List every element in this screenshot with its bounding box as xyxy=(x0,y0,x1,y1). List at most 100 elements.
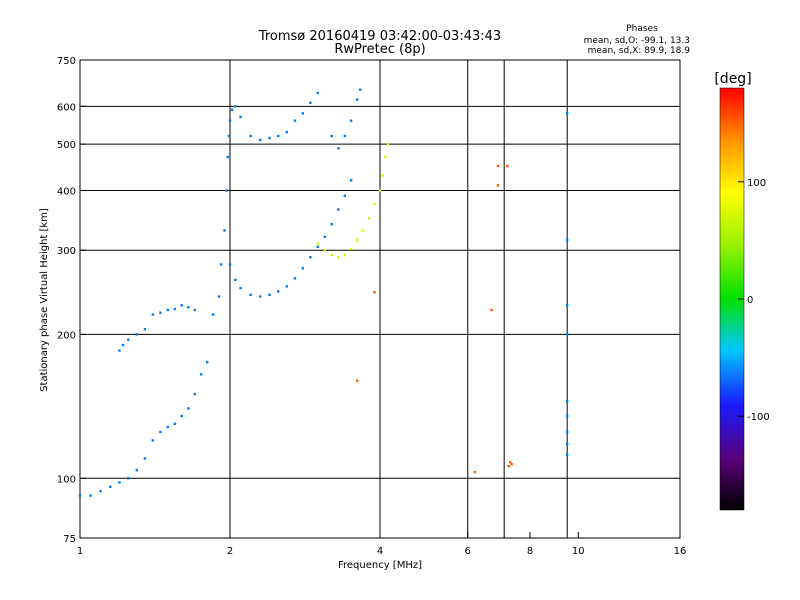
data-point xyxy=(355,379,359,382)
chart-subtitle: RwPretec (8p) xyxy=(334,42,425,57)
y-ticks: 75 100 200 300 400 500 600 750 xyxy=(57,56,86,545)
data-point xyxy=(330,253,333,257)
y-axis-label: Stationary phase Virtual Height [km] xyxy=(39,208,50,392)
y-tick-label: 500 xyxy=(57,140,76,151)
data-point xyxy=(109,485,112,488)
data-point xyxy=(373,291,376,294)
x-tick-label: 8 xyxy=(527,546,533,557)
data-point xyxy=(381,174,384,177)
data-point xyxy=(173,422,177,426)
y-tick-label: 300 xyxy=(57,246,76,257)
data-point xyxy=(565,238,569,242)
data-point xyxy=(565,414,569,418)
y-tick-label: 200 xyxy=(57,330,76,341)
data-point xyxy=(180,304,183,307)
data-point xyxy=(78,494,82,497)
data-point xyxy=(230,108,234,112)
stats-line-o: mean, sd,O: -99.1, 13.3 xyxy=(584,36,690,46)
data-point xyxy=(89,494,92,497)
data-points xyxy=(78,88,569,497)
y-tick-label: 100 xyxy=(57,474,76,485)
data-point xyxy=(316,242,319,245)
data-point xyxy=(219,263,223,266)
data-point xyxy=(496,184,500,187)
data-point xyxy=(323,249,327,252)
data-point xyxy=(293,277,297,280)
data-point xyxy=(301,112,305,115)
data-point xyxy=(309,101,312,105)
y-tick-label: 600 xyxy=(57,102,76,113)
data-point xyxy=(268,136,271,140)
data-point xyxy=(508,461,512,464)
data-point xyxy=(355,238,359,242)
data-point xyxy=(565,399,569,403)
data-point xyxy=(259,138,262,142)
data-point xyxy=(151,313,155,316)
data-point xyxy=(316,245,319,248)
data-point xyxy=(293,119,297,122)
data-point xyxy=(180,414,183,418)
data-point xyxy=(135,333,138,336)
data-point xyxy=(330,134,333,138)
colorbar-label: [deg] xyxy=(714,71,751,87)
stats-line-x: mean, sd,X: 89.9, 18.9 xyxy=(588,46,691,56)
data-point xyxy=(349,179,353,182)
colorbar xyxy=(719,87,745,511)
x-tick-label: 16 xyxy=(674,546,687,557)
data-point xyxy=(135,468,138,472)
data-point xyxy=(228,263,232,266)
data-point xyxy=(151,439,155,442)
data-point xyxy=(490,308,493,312)
data-point xyxy=(358,88,362,91)
data-point xyxy=(285,285,288,288)
y-tick-label: 750 xyxy=(57,56,76,67)
data-point xyxy=(234,105,237,108)
x-tick-label: 4 xyxy=(377,546,383,557)
data-point xyxy=(199,373,203,376)
data-point xyxy=(227,134,231,138)
stats-header: Phases xyxy=(626,24,658,34)
x-axis-label: Frequency [MHz] xyxy=(338,560,422,571)
data-point xyxy=(166,308,169,312)
colorbar-tick-label: 0 xyxy=(747,295,753,306)
data-point xyxy=(118,349,121,352)
data-point xyxy=(349,247,353,251)
data-point xyxy=(510,463,513,466)
x-tick-label: 1 xyxy=(77,546,83,557)
data-point xyxy=(159,311,162,314)
chart-title: Tromsø 20160419 03:42:00-03:43:43 xyxy=(258,29,501,44)
data-point xyxy=(249,293,252,297)
data-point xyxy=(217,295,221,298)
data-point xyxy=(355,98,359,101)
data-point xyxy=(187,305,190,309)
data-point xyxy=(565,333,569,336)
data-point xyxy=(337,256,340,259)
data-point xyxy=(378,189,382,192)
data-point xyxy=(285,130,288,134)
data-point xyxy=(565,112,569,115)
data-point xyxy=(343,194,347,197)
data-point xyxy=(361,229,365,232)
data-point xyxy=(173,307,177,311)
data-point xyxy=(205,360,209,364)
data-point xyxy=(143,457,147,460)
colorbar-tick-label: -100 xyxy=(747,412,770,423)
data-point xyxy=(193,308,197,312)
x-tick-label: 6 xyxy=(465,546,471,557)
y-tick-label: 75 xyxy=(63,534,76,545)
x-ticks: 1 2 4 6 8 10 16 xyxy=(77,532,687,557)
data-point xyxy=(277,290,280,293)
data-point xyxy=(193,392,197,396)
data-point xyxy=(367,217,371,220)
data-point xyxy=(187,407,190,410)
data-point xyxy=(166,425,169,429)
data-point xyxy=(228,119,232,122)
data-point xyxy=(249,134,252,138)
data-point xyxy=(301,267,305,270)
data-point xyxy=(268,293,271,297)
grid-lines xyxy=(80,60,680,538)
data-point xyxy=(565,430,569,434)
data-point xyxy=(211,313,215,316)
data-point xyxy=(226,155,230,159)
